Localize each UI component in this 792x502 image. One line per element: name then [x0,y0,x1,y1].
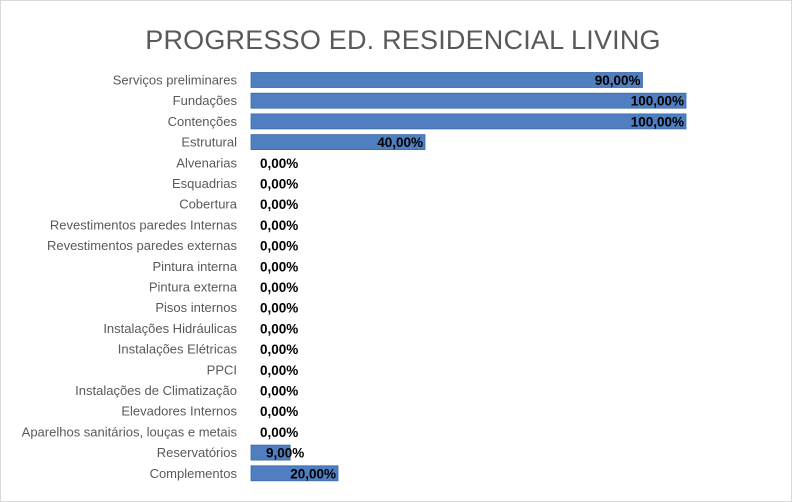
category-label-pintura-interna: Pintura interna [152,259,237,274]
value-label-pisos-internos: 0,00% [260,301,298,316]
category-label-elevadores-internos: Elevadores Internos [121,404,237,419]
value-label-esquadrias: 0,00% [260,177,298,192]
bar-reservatorios [250,444,291,461]
value-label-pintura-externa: 0,00% [260,280,298,295]
bar-estrutural [250,134,426,151]
category-label-estrutural: Estrutural [181,135,237,150]
value-label-pintura-interna: 0,00% [260,259,298,274]
category-label-esquadrias: Esquadrias [172,176,238,191]
category-label-fundacoes: Fundações [173,93,238,108]
chart-title: PROGRESSO ED. RESIDENCIAL LIVING [145,25,661,55]
bar-servicos-preliminares [250,72,643,88]
category-label-instalacoes-eletricas: Instalações Elétricas [118,342,238,357]
category-label-ppci: PPCI [207,362,237,377]
value-label-alvenarias: 0,00% [260,156,298,171]
category-label-aparelhos-sanitarios-loucas-e-metais: Aparelhos sanitários, louças e metais [22,424,238,439]
bar-contencoes [250,113,687,130]
category-label-cobertura: Cobertura [179,197,238,212]
category-label-servicos-preliminares: Serviços preliminares [113,73,238,88]
category-label-pintura-externa: Pintura externa [149,280,238,295]
value-label-aparelhos-sanitarios-loucas-e-metais: 0,00% [260,425,298,440]
value-label-fundacoes: 100,00% [631,94,684,109]
category-label-contencoes: Contenções [168,114,238,129]
bar-complementos [250,465,339,482]
value-label-instalacoes-eletricas: 0,00% [260,342,298,357]
value-label-revestimentos-paredes-externas: 0,00% [260,239,298,254]
value-label-estrutural: 40,00% [377,135,423,150]
category-label-alvenarias: Alvenarias [176,155,237,170]
category-label-revestimentos-paredes-externas: Revestimentos paredes externas [47,238,238,253]
category-label-instalacoes-de-climatizacao: Instalações de Climatização [75,383,237,398]
value-label-complementos: 20,00% [290,466,336,481]
value-label-instalacoes-de-climatizacao: 0,00% [260,384,298,399]
category-label-instalacoes-hidraulicas: Instalações Hidráulicas [103,321,237,336]
category-label-reservatorios: Reservatórios [157,445,238,460]
value-label-ppci: 0,00% [260,363,298,378]
category-label-revestimentos-paredes-internas: Revestimentos paredes Internas [50,217,238,232]
value-label-cobertura: 0,00% [260,197,298,212]
bar-fundacoes [250,92,687,109]
value-label-elevadores-internos: 0,00% [260,404,298,419]
category-label-complementos: Complementos [150,466,238,481]
value-label-revestimentos-paredes-internas: 0,00% [260,218,298,233]
value-label-servicos-preliminares: 90,00% [595,73,641,88]
category-label-pisos-internos: Pisos internos [155,300,237,315]
value-label-reservatorios: 9,00% [266,446,304,461]
value-label-instalacoes-hidraulicas: 0,00% [260,321,298,336]
value-label-contencoes: 100,00% [631,114,684,129]
